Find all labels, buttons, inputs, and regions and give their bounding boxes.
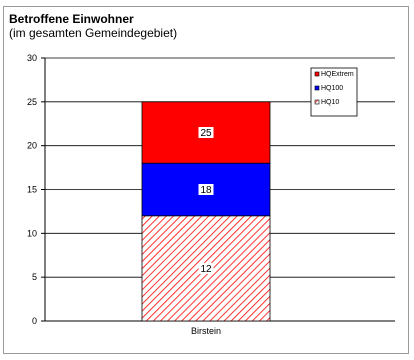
y-tick-label: 10 [27,228,37,238]
legend-label-hqextrem: HQExtrem [321,71,354,78]
data-label-hqextrem: 25 [200,128,212,139]
data-label-box [198,262,214,274]
data-label-hq10: 12 [200,264,212,275]
legend-swatch-hq100 [314,85,320,91]
data-label-box [198,184,214,195]
y-tick-label: 25 [27,97,37,107]
y-tick-label: 30 [27,53,37,63]
y-tick-label: 0 [32,316,37,326]
legend-swatch-hqextrem [314,71,320,77]
y-tick-label: 15 [27,185,37,195]
legend-label-hq10: HQ10 [321,99,339,106]
legend-swatch-hq10 [314,99,320,105]
legend-label-hq100: HQ100 [321,85,343,92]
chart-title: Betroffene Einwohner [9,12,134,26]
data-label-hq100: 18 [200,185,212,196]
chart-subtitle: (im gesamten Gemeindegebiet) [9,26,178,40]
y-tick-label: 20 [27,141,37,151]
x-tick-label: Birstein [191,326,221,336]
y-tick-label: 5 [32,272,37,282]
data-label-box [198,127,214,139]
